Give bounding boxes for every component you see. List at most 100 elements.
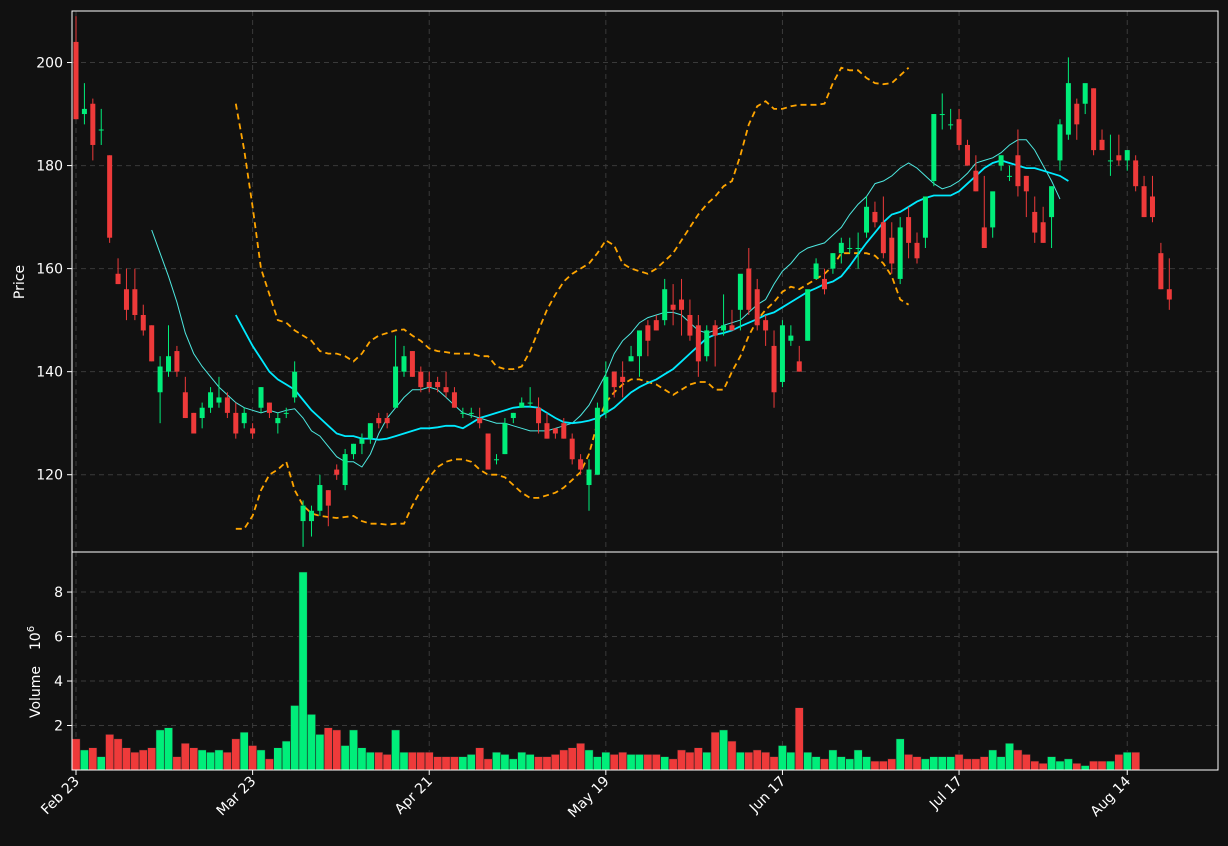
volume-bar [80, 749, 89, 771]
volume-bar [256, 749, 266, 771]
candle-body [325, 490, 331, 506]
candle-body [1074, 103, 1080, 125]
volume-bar [441, 756, 451, 771]
volume-bar [424, 751, 434, 771]
candle-body [788, 335, 794, 341]
volume-bar [551, 754, 560, 771]
volume-bar [374, 751, 384, 771]
volume-bar [1097, 760, 1107, 771]
volume-bar [921, 758, 930, 771]
volume-grid [72, 552, 1218, 770]
candle-body [1124, 150, 1130, 161]
volume-bar [71, 738, 81, 771]
volume-bar [155, 729, 165, 771]
candle-body [1116, 155, 1122, 161]
volume-bar [794, 707, 804, 771]
volume-bar [382, 754, 392, 771]
volume-bar [567, 747, 577, 771]
candle-body [889, 237, 895, 264]
volume-bar [1047, 756, 1056, 771]
candle-body [914, 242, 920, 259]
volume-bar [677, 749, 686, 771]
volume-bar [702, 751, 712, 771]
volume-bar [811, 756, 821, 771]
volume-bar [214, 749, 224, 771]
candle-body [679, 299, 685, 310]
volume-bar [517, 751, 527, 771]
volume-bar [349, 729, 358, 771]
volume-y-tick-label: 6 [54, 630, 63, 646]
candle-body [224, 397, 230, 413]
volume-bar [879, 760, 888, 771]
candle-body [737, 273, 743, 310]
volume-bar [904, 754, 913, 771]
volume-bar [937, 756, 947, 771]
ma-slow-line [235, 159, 1069, 441]
volume-bar [635, 754, 644, 771]
candle-body [779, 325, 785, 382]
volume-bar [340, 745, 350, 771]
candle-body [838, 242, 844, 254]
volume-bar [450, 756, 459, 771]
volume-bar [500, 754, 510, 771]
candle-body [409, 351, 415, 377]
bollinger-bands [234, 66, 910, 530]
candle-body [746, 268, 752, 310]
candle-body [586, 469, 592, 486]
candle-body [140, 314, 146, 331]
volume-bar [996, 756, 1006, 771]
candle-body [1065, 83, 1071, 135]
bollinger-lower-line [235, 252, 910, 530]
volume-bar [744, 751, 754, 771]
candle-body [300, 505, 306, 522]
volume-axis-label: Volume [28, 666, 44, 718]
candle-body [233, 412, 239, 434]
candle-body [460, 412, 466, 414]
volume-bar [836, 756, 846, 771]
price-y-tick-label: 140 [36, 365, 63, 381]
volume-bar [651, 754, 661, 771]
volume-bar [281, 740, 291, 771]
volume-bar [769, 756, 779, 771]
candle-body [342, 454, 348, 486]
candle-body [1057, 124, 1063, 161]
candle-body [216, 397, 222, 403]
volume-y-tick-label: 8 [54, 585, 63, 601]
volume-bar [929, 756, 939, 771]
volume-bar [1021, 754, 1031, 771]
candle-body [813, 263, 819, 279]
volume-bar [391, 729, 400, 771]
candle-body [561, 423, 567, 439]
volume-bar [853, 749, 863, 771]
volume-bar [1005, 743, 1014, 771]
candle-body [292, 371, 298, 398]
candle-body [981, 227, 987, 249]
candle-body [536, 407, 542, 424]
candle-body [922, 196, 928, 238]
candle-body [435, 381, 441, 388]
candle-body [182, 392, 188, 419]
volume-bar [458, 756, 468, 771]
candle-body [1015, 155, 1021, 187]
candle-body [1166, 289, 1172, 300]
price-y-tick-label: 120 [36, 468, 63, 484]
volume-bar [315, 734, 325, 771]
candle-body [569, 438, 575, 460]
volume-bar [609, 754, 619, 771]
volume-bar [122, 747, 131, 771]
volume-panel-frame [71, 551, 1219, 771]
volume-bar [870, 760, 880, 771]
volume-bar [332, 729, 342, 771]
candle-body [123, 289, 129, 310]
volume-bar [206, 751, 215, 771]
candle-body [636, 330, 642, 357]
candle-body [1099, 139, 1105, 151]
volume-bar [323, 727, 333, 771]
volume-bar [626, 754, 636, 771]
volume-bar [525, 754, 535, 771]
candle-body [376, 418, 382, 424]
price-grid [72, 11, 1218, 552]
candle-body [393, 366, 399, 408]
volume-bar [719, 729, 728, 771]
